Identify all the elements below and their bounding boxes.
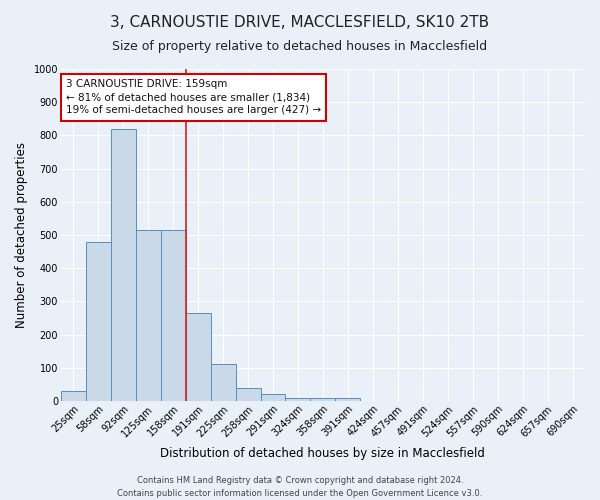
X-axis label: Distribution of detached houses by size in Macclesfield: Distribution of detached houses by size …	[160, 447, 485, 460]
Text: 3 CARNOUSTIE DRIVE: 159sqm
← 81% of detached houses are smaller (1,834)
19% of s: 3 CARNOUSTIE DRIVE: 159sqm ← 81% of deta…	[66, 79, 321, 116]
Bar	[185, 313, 211, 401]
Bar	[86, 242, 111, 401]
Bar	[236, 388, 260, 401]
Bar	[211, 364, 236, 401]
Text: Contains HM Land Registry data © Crown copyright and database right 2024.
Contai: Contains HM Land Registry data © Crown c…	[118, 476, 482, 498]
Bar	[111, 128, 136, 401]
Bar	[260, 394, 286, 401]
Bar	[136, 230, 161, 401]
Bar	[161, 230, 185, 401]
Text: Size of property relative to detached houses in Macclesfield: Size of property relative to detached ho…	[112, 40, 488, 53]
Bar	[61, 391, 86, 401]
Text: 3, CARNOUSTIE DRIVE, MACCLESFIELD, SK10 2TB: 3, CARNOUSTIE DRIVE, MACCLESFIELD, SK10 …	[110, 15, 490, 30]
Bar	[286, 398, 310, 401]
Y-axis label: Number of detached properties: Number of detached properties	[15, 142, 28, 328]
Bar	[335, 398, 361, 401]
Bar	[310, 398, 335, 401]
